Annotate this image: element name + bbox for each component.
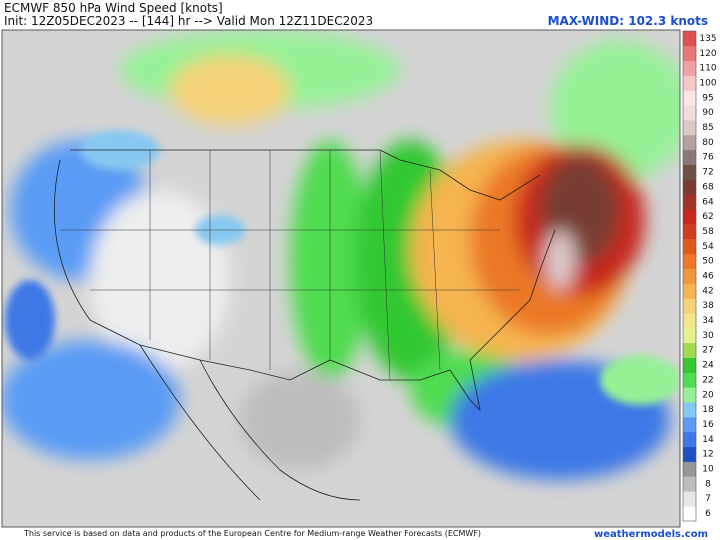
colorbar-label: 95 (702, 93, 713, 103)
colorbar-swatch (683, 134, 696, 151)
colorbar-label: 120 (699, 49, 716, 59)
colorbar-swatch (683, 60, 696, 76)
colorbar-label: 64 (702, 197, 714, 207)
map-frame (1, 29, 681, 528)
colorbar-swatch (683, 149, 696, 165)
state-lines (60, 149, 520, 381)
colorbar-label: 46 (702, 272, 714, 282)
footer-credit: This service is based on data and produc… (23, 529, 481, 538)
max-wind: MAX-WIND: 102.3 knots (548, 14, 708, 28)
colorbar-swatch (683, 268, 696, 284)
colorbar-swatch (683, 506, 696, 522)
colorbar-swatch (683, 491, 696, 507)
colorbar-swatch (683, 90, 696, 106)
colorbar-label: 135 (699, 34, 716, 44)
colorbar-swatch (683, 105, 696, 121)
colorbar-label: 90 (702, 108, 714, 118)
colorbar-swatch (683, 342, 696, 358)
colorbar-label: 72 (702, 168, 713, 178)
colorbar-swatch (683, 194, 696, 210)
us-coast (53, 159, 556, 412)
colorbar-swatch (683, 387, 696, 403)
colorbar: 6 7 8 10 12 14 16 18 20 22 24 27 30 34 38 42 46 50 54 58 62 6… (682, 30, 717, 522)
colorbar-label: 24 (702, 361, 714, 371)
colorbar-label: 38 (702, 301, 714, 311)
colorbar-label: 8 (705, 479, 711, 489)
colorbar-label: 16 (702, 420, 714, 430)
colorbar-swatch (683, 461, 696, 477)
colorbar-label: 7 (705, 494, 711, 504)
colorbar-label: 54 (702, 242, 714, 252)
colorbar-swatch (683, 476, 696, 492)
colorbar-label: 30 (702, 331, 714, 341)
colorbar-label: 110 (699, 64, 716, 74)
wind-shading (2, 30, 680, 480)
wind-detail (5, 130, 680, 405)
footer-site: weathermodels.com (594, 529, 708, 540)
colorbar-swatch (683, 283, 696, 299)
colorbar-swatch (683, 313, 696, 329)
colorbar-swatch (683, 327, 696, 344)
colorbar-swatch (683, 120, 696, 136)
colorbar-label: 76 (702, 153, 714, 163)
colorbar-swatch (683, 402, 696, 418)
colorbar-swatch (683, 45, 696, 61)
colorbar-label: 20 (702, 390, 714, 400)
colorbar-label: 10 (702, 465, 714, 475)
colorbar-label: 62 (702, 212, 713, 222)
colorbar-label: 18 (702, 405, 714, 415)
colorbar-swatch (683, 164, 696, 180)
colorbar-label: 27 (702, 346, 713, 356)
colorbar-swatch (683, 431, 696, 448)
colorbar-label: 85 (702, 123, 713, 133)
colorbar-label: 12 (702, 450, 713, 460)
colorbar-frame (682, 30, 697, 522)
colorbar-swatch (683, 238, 696, 255)
colorbar-label: 50 (702, 257, 714, 267)
wind-field (2, 30, 680, 527)
colorbar-swatch (683, 253, 696, 269)
colorbar-swatch (683, 446, 696, 462)
colorbar-swatch (683, 417, 696, 433)
colorbar-swatch (683, 298, 696, 314)
map-title: ECMWF 850 hPa Wind Speed [knots] (4, 1, 223, 15)
boundaries (53, 149, 556, 501)
colorbar-label: 6 (705, 509, 711, 519)
colorbar-swatch (683, 209, 696, 225)
map-subtitle: Init: 12Z05DEC2023 -- [144] hr --> Valid… (4, 14, 373, 28)
colorbar-swatch (683, 224, 696, 240)
colorbar-swatch (683, 31, 696, 47)
colorbar-swatch (683, 357, 696, 373)
colorbar-label: 80 (702, 138, 714, 148)
colorbar-label: 22 (702, 375, 713, 385)
colorbar-swatch (683, 372, 696, 388)
colorbar-label: 100 (699, 78, 716, 88)
colorbar-label: 68 (702, 182, 714, 192)
colorbar-swatch (683, 75, 696, 91)
colorbar-label: 42 (702, 286, 713, 296)
mexico (139, 344, 361, 501)
colorbar-label: 14 (702, 435, 714, 445)
colorbar-label: 34 (702, 316, 714, 326)
colorbar-swatch (683, 179, 696, 195)
colorbar-label: 58 (702, 227, 714, 237)
